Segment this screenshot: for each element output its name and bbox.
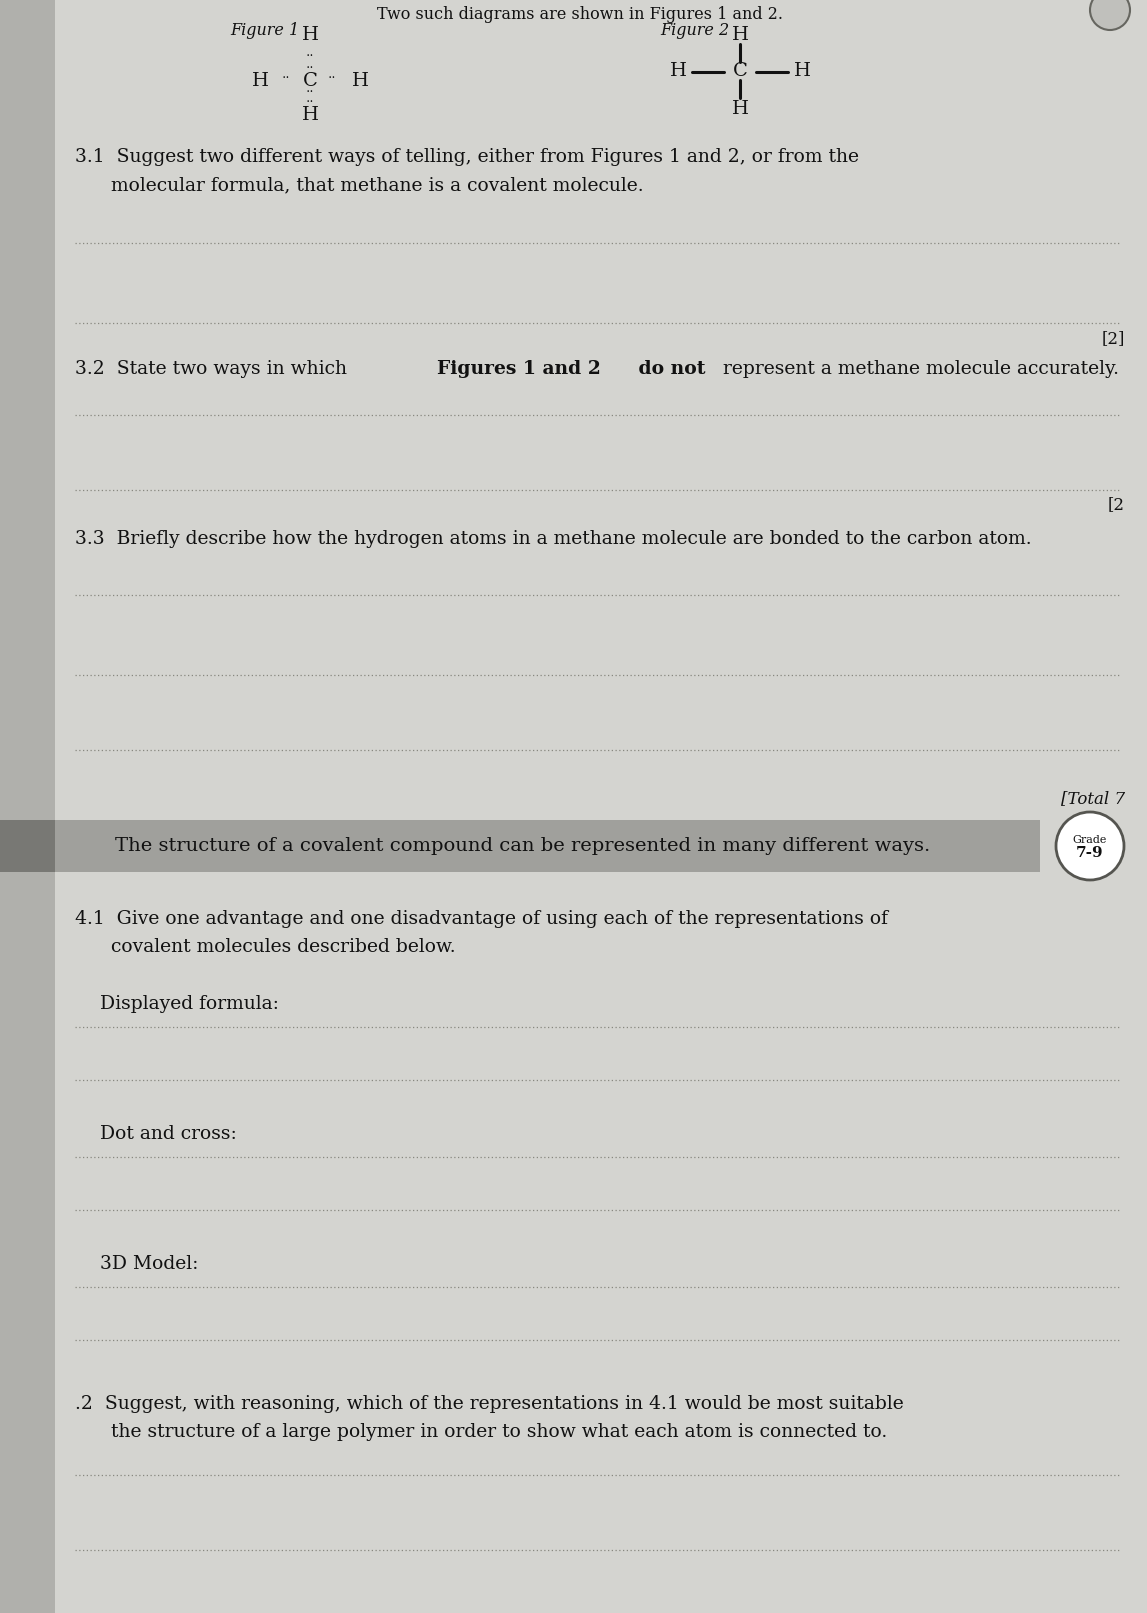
Text: Two such diagrams are shown in Figures 1 and 2.: Two such diagrams are shown in Figures 1… — [377, 6, 783, 23]
Text: Dot and cross:: Dot and cross: — [100, 1124, 236, 1144]
Text: 3.3  Briefly describe how the hydrogen atoms in a methane molecule are bonded to: 3.3 Briefly describe how the hydrogen at… — [75, 531, 1031, 548]
Text: H: H — [351, 73, 368, 90]
Text: covalent molecules described below.: covalent molecules described below. — [75, 939, 455, 957]
Text: [Total 7: [Total 7 — [1061, 790, 1125, 806]
Text: H: H — [732, 100, 749, 118]
Text: ⋅⋅: ⋅⋅ — [306, 50, 314, 63]
Text: H: H — [302, 106, 319, 124]
Text: H: H — [251, 73, 268, 90]
Text: C: C — [303, 73, 318, 90]
Text: ⋅⋅: ⋅⋅ — [282, 73, 290, 85]
Text: Figure 1: Figure 1 — [231, 23, 299, 39]
Text: do not: do not — [632, 360, 705, 377]
Text: ⋅⋅: ⋅⋅ — [328, 73, 336, 85]
Text: 7-9: 7-9 — [1076, 845, 1103, 860]
Text: ⋅⋅: ⋅⋅ — [306, 85, 314, 98]
Text: Figure 2: Figure 2 — [660, 23, 729, 39]
Text: molecular formula, that methane is a covalent molecule.: molecular formula, that methane is a cov… — [75, 176, 643, 194]
FancyBboxPatch shape — [0, 819, 55, 873]
Text: ⋅⋅: ⋅⋅ — [306, 61, 314, 74]
Text: The structure of a covalent compound can be represented in many different ways.: The structure of a covalent compound can… — [115, 837, 930, 855]
Text: 3.1  Suggest two different ways of telling, either from Figures 1 and 2, or from: 3.1 Suggest two different ways of tellin… — [75, 148, 859, 166]
Text: H: H — [794, 61, 811, 81]
Text: the structure of a large polymer in order to show what each atom is connected to: the structure of a large polymer in orde… — [75, 1423, 888, 1440]
Text: 3D Model:: 3D Model: — [100, 1255, 198, 1273]
FancyBboxPatch shape — [55, 0, 1147, 1613]
Text: Displayed formula:: Displayed formula: — [100, 995, 279, 1013]
Text: H: H — [732, 26, 749, 44]
FancyBboxPatch shape — [0, 0, 55, 1613]
Text: Grade: Grade — [1072, 836, 1107, 845]
Circle shape — [1056, 811, 1124, 881]
Text: .2  Suggest, with reasoning, which of the representations in 4.1 would be most s: .2 Suggest, with reasoning, which of the… — [75, 1395, 904, 1413]
Circle shape — [1090, 0, 1130, 31]
Text: ⋅⋅: ⋅⋅ — [306, 97, 314, 110]
Text: represent a methane molecule accurately.: represent a methane molecule accurately. — [717, 360, 1119, 377]
Text: [2: [2 — [1108, 497, 1125, 513]
FancyBboxPatch shape — [55, 819, 1040, 873]
Text: H: H — [302, 26, 319, 44]
Text: Figures 1 and 2: Figures 1 and 2 — [437, 360, 601, 377]
Text: C: C — [733, 61, 748, 81]
Text: [2]: [2] — [1101, 331, 1125, 347]
Text: 4.1  Give one advantage and one disadvantage of using each of the representation: 4.1 Give one advantage and one disadvant… — [75, 910, 888, 927]
Text: H: H — [670, 61, 687, 81]
Text: 3.2  State two ways in which: 3.2 State two ways in which — [75, 360, 353, 377]
